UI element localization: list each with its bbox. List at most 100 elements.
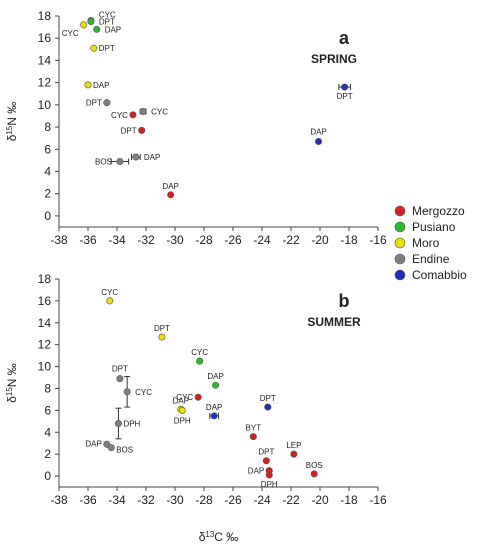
point-label: DPT bbox=[86, 99, 102, 108]
legend-label: Comabbio bbox=[412, 268, 467, 282]
point-label: DAP bbox=[105, 25, 121, 34]
data-point bbox=[93, 25, 101, 33]
x-tick-label: -28 bbox=[195, 493, 213, 507]
data-point bbox=[196, 357, 204, 365]
x-tick-label: -30 bbox=[166, 493, 184, 507]
legend-label: Moro bbox=[412, 236, 440, 250]
data-point bbox=[87, 18, 95, 26]
y-tick-label: 18 bbox=[38, 272, 52, 286]
point-label: BYT bbox=[246, 424, 262, 433]
x-tick-label: -32 bbox=[137, 233, 155, 247]
y-tick-label: 2 bbox=[44, 187, 51, 201]
point-label: CYC bbox=[135, 388, 152, 397]
y-tick-label: 12 bbox=[38, 76, 52, 90]
data-point bbox=[194, 393, 202, 401]
point-label: LEP bbox=[286, 441, 301, 450]
point-label: DPT bbox=[121, 126, 137, 135]
x-axis-label: δ13C ‰ bbox=[199, 530, 239, 545]
y-axis-label: δ15N ‰ bbox=[5, 363, 20, 403]
y-tick-label: 2 bbox=[44, 447, 51, 461]
legend-label: Pusiano bbox=[412, 220, 456, 234]
x-tick-label: -26 bbox=[224, 233, 242, 247]
panel-letter: b bbox=[339, 291, 350, 311]
y-tick-label: 6 bbox=[44, 403, 51, 417]
data-point bbox=[158, 333, 166, 341]
data-point bbox=[290, 450, 298, 458]
data-point bbox=[249, 433, 257, 441]
point-label: DAP bbox=[93, 81, 109, 90]
y-tick-label: 0 bbox=[44, 209, 51, 223]
data-point bbox=[107, 444, 115, 452]
x-tick-label: -34 bbox=[108, 233, 126, 247]
point-label: CYC bbox=[151, 108, 168, 117]
data-point bbox=[341, 83, 349, 91]
point-label: DAP bbox=[206, 403, 222, 412]
x-tick-label: -36 bbox=[79, 233, 97, 247]
y-tick-label: 8 bbox=[44, 381, 51, 395]
panel-letter: a bbox=[339, 28, 350, 48]
legend-marker bbox=[394, 205, 406, 217]
point-label: DAP bbox=[162, 182, 178, 191]
x-tick-label: -16 bbox=[369, 493, 387, 507]
y-tick-label: 10 bbox=[38, 360, 52, 374]
x-tick-label: -28 bbox=[195, 233, 213, 247]
y-axis-label: δ15N ‰ bbox=[5, 102, 20, 142]
data-point bbox=[90, 44, 98, 52]
x-tick-label: -26 bbox=[224, 493, 242, 507]
data-point bbox=[178, 406, 186, 414]
y-tick-label: 6 bbox=[44, 142, 51, 156]
point-label: BOS bbox=[95, 157, 112, 166]
x-tick-label: -24 bbox=[253, 493, 271, 507]
x-tick-label: -30 bbox=[166, 233, 184, 247]
data-point bbox=[212, 381, 220, 389]
point-label: DAP bbox=[144, 153, 160, 162]
point-label: CYC bbox=[99, 10, 116, 19]
data-point bbox=[129, 111, 137, 119]
point-label: DPH bbox=[123, 420, 140, 429]
y-tick-label: 16 bbox=[38, 294, 52, 308]
y-tick-label: 10 bbox=[38, 98, 52, 112]
point-label: DAP bbox=[310, 127, 326, 136]
point-label: DPT bbox=[260, 394, 276, 403]
panel-title: SUMMER bbox=[307, 315, 361, 329]
data-point bbox=[80, 21, 88, 29]
y-tick-label: 16 bbox=[38, 31, 52, 45]
data-point bbox=[84, 81, 92, 89]
data-point bbox=[139, 108, 147, 116]
point-label: DPT bbox=[112, 365, 128, 374]
y-tick-label: 4 bbox=[44, 425, 51, 439]
point-label: DAP bbox=[173, 396, 189, 405]
x-tick-label: -38 bbox=[50, 233, 68, 247]
x-tick-label: -22 bbox=[282, 493, 300, 507]
data-point bbox=[167, 191, 175, 199]
data-point bbox=[116, 375, 124, 383]
data-point bbox=[103, 99, 111, 107]
y-tick-label: 14 bbox=[38, 316, 52, 330]
legend-marker bbox=[394, 253, 406, 265]
point-label: DPT bbox=[99, 18, 115, 27]
data-point bbox=[123, 388, 131, 396]
point-label: DAP bbox=[248, 467, 264, 476]
point-label: DPT bbox=[154, 324, 170, 333]
x-tick-label: -38 bbox=[50, 493, 68, 507]
data-point bbox=[315, 137, 323, 145]
panel-title: SPRING bbox=[311, 52, 357, 66]
legend-marker bbox=[394, 237, 406, 249]
data-point bbox=[132, 153, 140, 161]
point-label: DAP bbox=[207, 372, 223, 381]
y-tick-label: 8 bbox=[44, 120, 51, 134]
point-label: CYC bbox=[101, 288, 118, 297]
y-tick-label: 0 bbox=[44, 469, 51, 483]
point-label: CYC bbox=[62, 29, 79, 38]
point-label: CYC bbox=[191, 348, 208, 357]
x-tick-label: -32 bbox=[137, 493, 155, 507]
data-point bbox=[310, 470, 318, 478]
x-tick-label: -18 bbox=[340, 233, 358, 247]
point-label: DPT bbox=[337, 92, 353, 101]
x-tick-label: -24 bbox=[253, 233, 271, 247]
x-tick-label: -20 bbox=[311, 493, 329, 507]
